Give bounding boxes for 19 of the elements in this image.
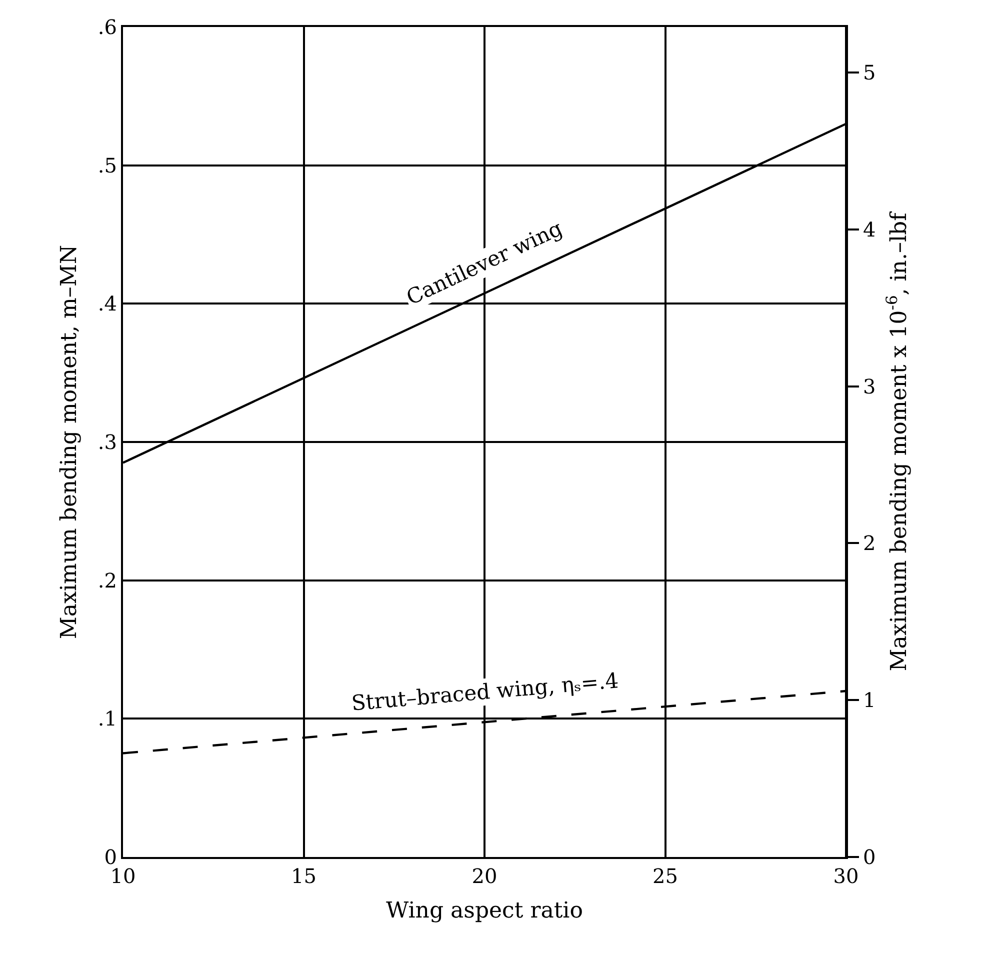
y2-tick-label: 3 <box>863 374 876 398</box>
x-tick-label: 25 <box>652 864 678 888</box>
x-tick-label: 30 <box>833 864 859 888</box>
y-tick-label: .1 <box>98 706 117 731</box>
y-tick-label: .2 <box>98 568 117 592</box>
x-axis-title: Wing aspect ratio <box>386 898 583 924</box>
x-tick-label: 20 <box>472 864 498 888</box>
y-tick-label: .3 <box>98 430 117 454</box>
y2-tick-label: 5 <box>863 60 876 84</box>
y2-tick-label: 1 <box>863 688 876 712</box>
y-tick-label: .4 <box>98 292 117 316</box>
y-tick-label: .6 <box>98 15 117 39</box>
x-tick-label: 15 <box>291 864 316 888</box>
y2-tick-label: 4 <box>863 217 876 242</box>
y-axis-title: Maximum bending moment, m–MN <box>57 244 82 640</box>
y2-tick-label: 0 <box>863 845 876 869</box>
y-tick-label: .5 <box>98 153 117 178</box>
series-label: Strut–braced wing, ηₛ=.4 <box>350 668 620 716</box>
y2-tick-label: 2 <box>863 531 876 556</box>
